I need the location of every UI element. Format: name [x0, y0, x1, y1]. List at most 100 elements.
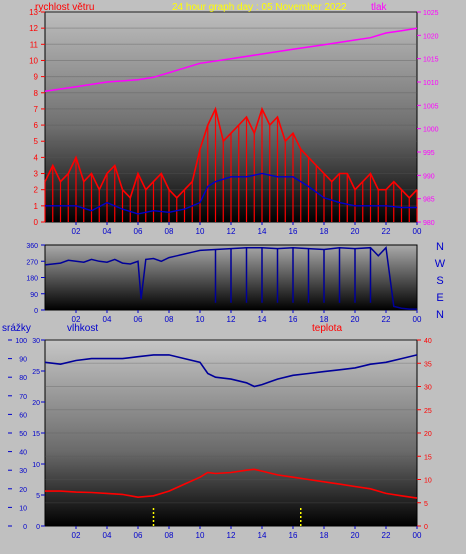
temperature-ytick-label: 25 [424, 408, 432, 415]
rain-ytick-label: 10 [19, 505, 27, 512]
compass-label: E [436, 292, 443, 304]
pressure-ytick-label: 980 [423, 220, 435, 227]
wind-xtick-label: 02 [72, 227, 81, 236]
temperature-ytick-label: 5 [424, 501, 428, 508]
wind-ytick-label: 10 [29, 56, 38, 65]
humidity-line [44, 354, 418, 388]
humidity-xtick-label: 12 [227, 531, 236, 540]
wind-ytick-label: 1 [34, 202, 39, 211]
temperature-line [45, 468, 418, 499]
wind-xtick-label: 16 [289, 227, 298, 236]
direction-xtick-label: 12 [227, 315, 236, 324]
temperature-ytick-label: 35 [424, 361, 432, 368]
chart-marks: 0123456789101112139809859909951000100510… [8, 8, 446, 540]
direction-xtick-label: 10 [196, 315, 205, 324]
direction-xtick-label: 04 [103, 315, 112, 324]
rain-ytick-label: 60 [19, 412, 27, 419]
temperature-ytick-label: 10 [424, 478, 432, 485]
pressure-ytick-label: 985 [423, 197, 435, 204]
wind-ytick-label: 13 [29, 8, 38, 17]
wind-ytick-label: 3 [34, 170, 39, 179]
wind-xtick-label: 06 [134, 227, 143, 236]
humidity-ytick-label: 5 [36, 493, 40, 500]
pressure-ytick-label: 1020 [423, 33, 439, 40]
wind-xtick-label: 12 [227, 227, 236, 236]
pressure-ytick-label: 995 [423, 150, 435, 157]
wind-xtick-label: 18 [320, 227, 329, 236]
pressure-ytick-label: 1000 [423, 127, 439, 134]
wind-ytick-label: 6 [34, 121, 39, 130]
humidity-panel-bg [44, 339, 418, 527]
humidity-xtick-label: 08 [165, 531, 174, 540]
wind-xtick-label: 00 [413, 227, 422, 236]
compass-label: W [435, 258, 446, 270]
direction-ytick-label: 180 [26, 276, 38, 283]
humidity-xtick-label: 06 [134, 531, 143, 540]
direction-ytick-label: 270 [26, 259, 38, 266]
wind-average-line [45, 172, 417, 215]
compass-label: N [436, 241, 444, 253]
pressure-ytick-label: 1010 [423, 80, 439, 87]
wind-direction-line [44, 246, 417, 310]
humidity-xtick-label: 02 [72, 531, 81, 540]
wind-ytick-label: 11 [30, 40, 39, 49]
humidity-ytick-label: 30 [32, 338, 40, 345]
direction-xtick-label: 18 [320, 315, 329, 324]
humidity-xtick-label: 14 [258, 531, 267, 540]
wind-xtick-label: 22 [382, 227, 391, 236]
direction-xtick-label: 00 [413, 315, 422, 324]
temperature-ytick-label: 0 [424, 524, 428, 531]
rain-label: srážky [2, 323, 31, 334]
wind-xtick-label: 14 [258, 227, 267, 236]
direction-ytick-label: 0 [34, 308, 38, 315]
humidity-xtick-label: 10 [196, 531, 205, 540]
rain-ytick-label: 100 [15, 338, 27, 345]
rain-ytick-label: 20 [19, 487, 27, 494]
direction-xtick-label: 06 [134, 315, 143, 324]
humidity-xtick-label: 18 [320, 531, 329, 540]
temperature-ytick-label: 20 [424, 431, 432, 438]
rain-ytick-label: 0 [23, 524, 27, 531]
rain-ytick-label: 90 [19, 357, 27, 364]
wind-ytick-label: 8 [34, 89, 39, 98]
wind-ytick-label: 2 [34, 186, 39, 195]
rain-ytick-label: 40 [19, 450, 27, 457]
temperature-ytick-label: 40 [424, 338, 432, 345]
direction-xtick-label: 16 [289, 315, 298, 324]
humidity-ytick-label: 0 [36, 524, 40, 531]
rain-ytick-label: 50 [19, 431, 27, 438]
humidity-ytick-label: 10 [32, 462, 40, 469]
direction-xtick-label: 08 [165, 315, 174, 324]
humidity-ytick-label: 20 [32, 400, 40, 407]
wind-xtick-label: 04 [103, 227, 112, 236]
pressure-line [44, 27, 418, 93]
temperature-ytick-label: 30 [424, 385, 432, 392]
humidity-ytick-label: 25 [32, 369, 40, 376]
wind-ytick-label: 4 [34, 153, 39, 162]
wind-ytick-label: 0 [34, 218, 39, 227]
direction-xtick-label: 02 [72, 315, 81, 324]
wind-ytick-label: 7 [34, 105, 39, 114]
wind-ytick-label: 9 [34, 73, 39, 82]
pressure-ytick-label: 1005 [423, 103, 439, 110]
rain-ytick-label: 30 [19, 468, 27, 475]
humidity-xtick-label: 22 [382, 531, 391, 540]
direction-xtick-label: 20 [351, 315, 360, 324]
pressure-ytick-label: 990 [423, 173, 435, 180]
humidity-xtick-label: 04 [103, 531, 112, 540]
compass-label: N [436, 309, 444, 321]
wind-xtick-label: 20 [351, 227, 360, 236]
direction-ytick-label: 360 [26, 243, 38, 250]
wind-xtick-label: 08 [165, 227, 174, 236]
wind-xtick-label: 10 [196, 227, 205, 236]
pressure-ytick-label: 1025 [423, 10, 439, 17]
rain-ytick-label: 80 [19, 375, 27, 382]
direction-xtick-label: 22 [382, 315, 391, 324]
humidity-xtick-label: 20 [351, 531, 360, 540]
wind-speed-label: rychlost větru [35, 2, 94, 13]
wind-ytick-label: 12 [29, 24, 38, 33]
compass-label: S [436, 275, 443, 287]
rain-ytick-label: 70 [19, 394, 27, 401]
